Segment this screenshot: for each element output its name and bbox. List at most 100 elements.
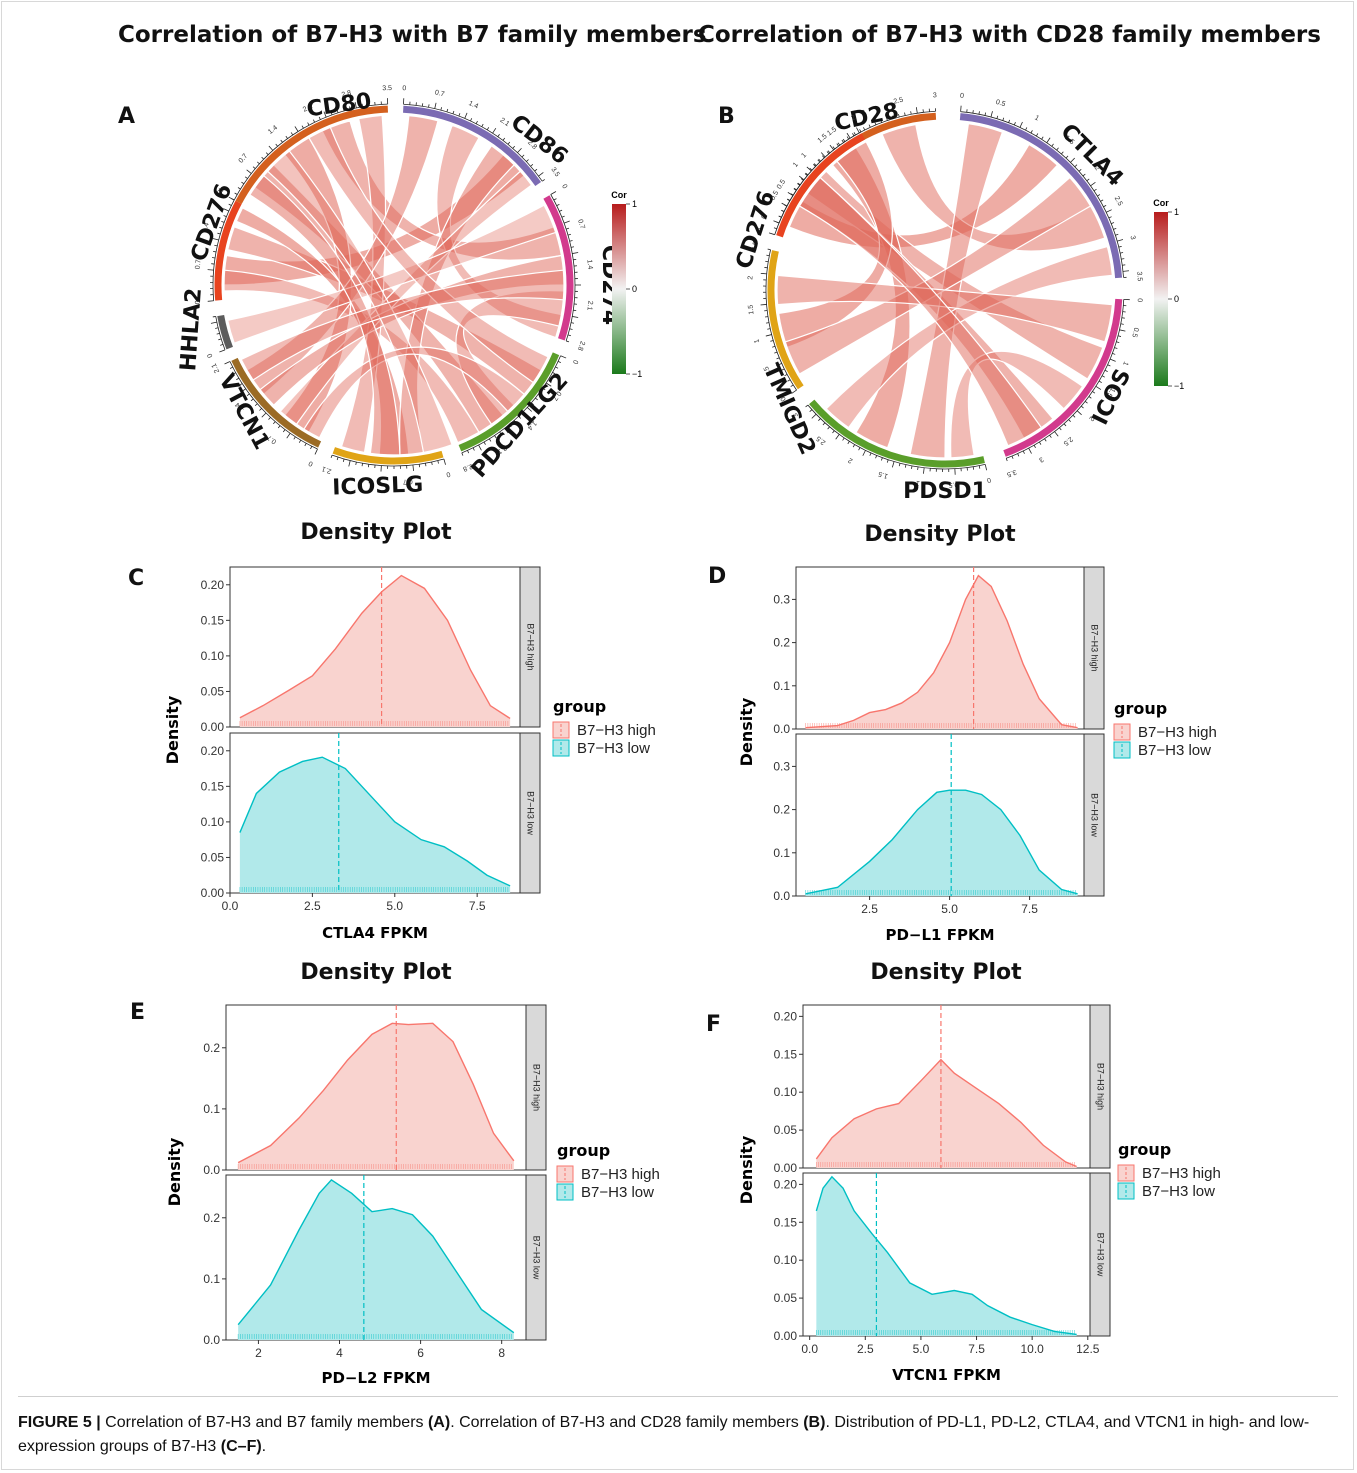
facet-panel: B7−H3 low 0.00 0.05 0.10 0.15 0.20 (774, 1172, 1111, 1343)
colorbar-tick-label: 1 (1174, 207, 1179, 217)
sector-tick (818, 418, 821, 421)
y-axis-label: Density (165, 1137, 184, 1206)
sector-tick (811, 413, 817, 419)
sector-tick (531, 402, 534, 406)
sector-tick (518, 415, 521, 419)
facet-strip (525, 1174, 547, 1341)
sector-tick (522, 411, 526, 415)
sector-tick (827, 150, 831, 154)
sector-tick (766, 254, 770, 257)
y-tick-label: 0.0 (203, 1333, 220, 1347)
y-tick-label: 0.00 (201, 720, 225, 734)
y-tick-label: 0.20 (201, 578, 225, 592)
chord-sector-icoslg (332, 447, 444, 465)
sector-tick (1115, 233, 1119, 236)
sector-tick (774, 351, 778, 354)
sector-tick (1054, 431, 1059, 437)
sector-tick (254, 403, 258, 407)
legend-label: B7−H3 low (577, 740, 650, 757)
sector-tick (542, 387, 546, 391)
sector-tick (261, 412, 267, 418)
y-axis-label: Density (737, 697, 756, 766)
legend-title: group (1118, 1140, 1171, 1159)
sector-tick (1013, 122, 1016, 126)
sector-tick (809, 167, 813, 171)
sector-tick (535, 397, 538, 401)
sector-tick (904, 464, 907, 468)
sector-tick-label: 2 (847, 456, 854, 464)
sector-tick (806, 166, 812, 172)
sector-tick-label: 1.5 (748, 304, 756, 314)
sector-tick (776, 357, 780, 360)
sector-axis (765, 249, 797, 391)
sector-tick (223, 215, 227, 218)
sector-tick (521, 154, 525, 158)
density-area (238, 1179, 514, 1340)
sector-tick (542, 179, 545, 182)
sector-tick (787, 198, 791, 201)
sector-tick (354, 102, 357, 109)
sector-tick (237, 187, 241, 190)
chord-link (249, 174, 401, 456)
sector-tick (1051, 143, 1054, 147)
sector-tick (467, 450, 470, 454)
sector-tick (268, 145, 274, 151)
x-axis-label: CTLA4 FPKM (322, 924, 428, 942)
sector-tick (798, 175, 805, 181)
sector-tick (348, 460, 351, 467)
sector-tick (431, 461, 433, 466)
y-tick-label: 0.05 (201, 684, 225, 698)
sector-tick (312, 119, 316, 123)
sector-label-hhla2: HHLA2 (176, 287, 207, 372)
y-tick-label: 0.10 (774, 1085, 798, 1099)
sector-tick (570, 322, 575, 324)
sector-axis (960, 111, 1124, 278)
sector-tick (1093, 188, 1097, 192)
legend-label: B7−H3 high (1138, 724, 1217, 741)
sector-tick (790, 384, 794, 387)
density-line (805, 574, 1078, 729)
facet-strip-label: B7−H3 low (532, 1236, 542, 1280)
x-tick-label: 8 (498, 1346, 505, 1360)
sector-tick (563, 220, 570, 224)
sector-tick-label: 2 (1087, 415, 1095, 423)
y-tick-label: 0.15 (774, 1047, 798, 1061)
sector-tick (880, 457, 883, 461)
x-tick-label: 12.5 (1076, 1342, 1100, 1356)
sector-tick (301, 125, 304, 129)
x-tick-label: 4 (336, 1346, 343, 1360)
sector-tick-label: 2.8 (576, 340, 586, 352)
sector-tick (569, 328, 573, 330)
sector-axis (1006, 299, 1125, 459)
sector-tick (560, 355, 567, 359)
y-tick-label: 0.10 (774, 1253, 798, 1267)
sector-tick (486, 127, 490, 131)
y-tick-label: 0.05 (201, 850, 225, 864)
sector-tick (915, 107, 918, 114)
sector-tick-label: 1.4 (267, 124, 279, 136)
sector-tick (1113, 227, 1117, 230)
x-axis-label: PD−L1 FPKM (885, 926, 994, 944)
sector-tick (821, 155, 825, 159)
y-tick-label: 0.20 (201, 744, 225, 758)
sector-axis (331, 454, 445, 467)
sector-tick (1120, 323, 1124, 325)
sector-tick-label: 2.1 (215, 187, 226, 199)
panel-letter-d: D (708, 564, 727, 589)
sector-tick (776, 221, 780, 224)
y-axis-label: Density (737, 1135, 756, 1204)
plot-title-c: Density Plot (300, 520, 452, 545)
sector-tick-label: 2.8 (462, 462, 474, 472)
sector-tick-label: 3 (792, 411, 800, 419)
sector-axis (212, 199, 235, 301)
density-area (238, 1023, 514, 1170)
sector-label-icoslg: ICOSLG (332, 472, 424, 500)
sector-tick-label: 2.8 (341, 90, 352, 99)
sector-tick (841, 139, 844, 143)
sector-tick (246, 393, 250, 397)
chord-link (240, 269, 565, 381)
sector-tick (310, 446, 313, 450)
sector-axis (550, 194, 576, 342)
sector-tick (246, 169, 252, 174)
